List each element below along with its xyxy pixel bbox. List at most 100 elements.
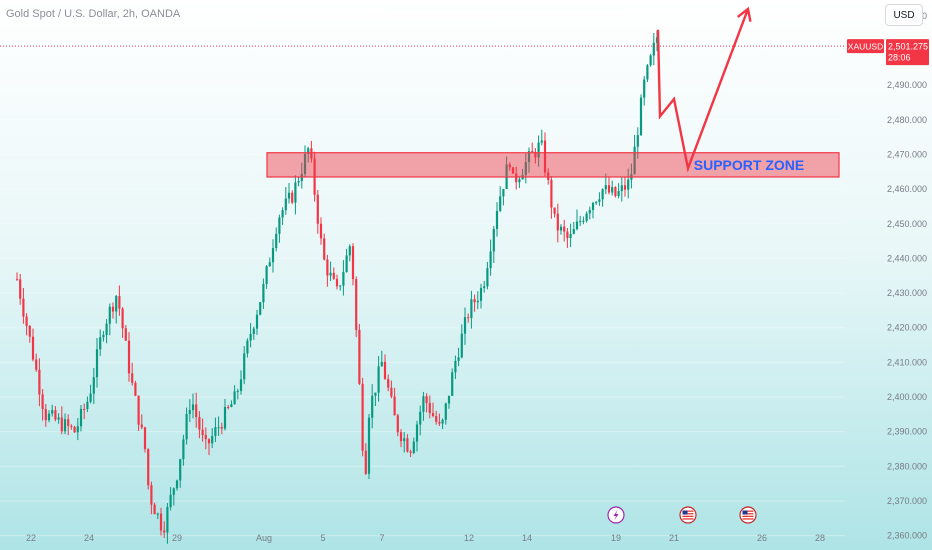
candle [169,494,172,508]
candle [399,432,403,442]
candle [499,196,502,211]
candle [63,419,67,432]
candle [172,488,175,495]
candle [198,417,201,430]
candle [159,513,163,531]
candle [486,268,489,287]
arrowhead-icon [736,6,752,22]
candle [191,404,195,411]
candle [28,325,31,337]
candle [364,450,367,474]
candle [278,217,281,234]
candle [303,153,307,174]
x-tick-label: 14 [522,533,532,543]
currency-unit-button[interactable]: USD [885,4,923,26]
candle [588,209,591,214]
candle [409,451,412,453]
candle [310,148,313,159]
candle [435,416,438,422]
candle [31,336,35,360]
candle [79,408,83,427]
candle [604,185,607,190]
candle [201,429,204,436]
candle [547,172,550,180]
candle [166,507,169,533]
candle [239,379,243,391]
candle [51,410,54,414]
lightning-icon [607,506,625,524]
candle [227,406,230,408]
flag-stripe [742,515,754,517]
candle [265,266,268,285]
us-flag-icon [679,506,697,524]
candle [121,308,124,329]
candle [627,179,630,190]
candle [108,306,111,324]
candle [95,349,99,378]
flag-stripe [742,513,754,515]
candle [559,226,563,231]
candle [134,382,137,396]
support-zone[interactable] [266,152,840,178]
candle [127,340,131,374]
candle [527,151,531,163]
candle [556,213,559,231]
candle [236,390,239,392]
y-tick-label: 2,370.000 [887,496,927,506]
candle [188,410,191,414]
candle [259,302,262,315]
candle [540,140,543,143]
y-tick-label: 2,440.000 [887,253,927,263]
x-tick-label: 21 [669,533,679,543]
projection-path[interactable] [656,8,750,173]
candle [652,42,655,56]
price-axis[interactable]: 2,360.000 2,370.000 2,380.000 2,390.000 2,40… [887,11,927,541]
candle [598,199,601,202]
x-tick-label: 26 [757,533,767,543]
candle [252,328,255,334]
candle [431,413,435,417]
candle [153,504,156,515]
candle [582,220,585,222]
candle [383,361,387,380]
us-flag-icon [739,506,757,524]
candle [473,299,476,303]
candle [147,449,150,486]
candle [339,285,342,287]
flag-canton [682,510,688,515]
candle [131,373,134,383]
lightning-bolt [613,510,619,520]
candle [518,179,521,183]
support-zone-label: SUPPORT ZONE [694,157,804,173]
candle [569,233,572,239]
candle [393,396,396,416]
candle [275,233,278,249]
candle [355,279,358,330]
candle [335,278,339,287]
candle [601,189,604,200]
candle [639,97,643,136]
candle [387,379,390,388]
candle [636,135,639,147]
candle [19,279,22,299]
time-axis[interactable]: 22 24 29 Aug 5 7 12 14 19 21 26 28 [26,533,825,543]
candle [649,55,652,66]
x-tick-label: 22 [26,533,36,543]
candle [67,419,70,426]
candle [457,357,460,361]
flag-stripe [682,515,694,517]
price-tag-box [886,39,929,66]
candle [271,248,275,263]
candle [467,317,470,319]
candle [422,396,425,412]
candle [223,406,227,429]
candle [508,164,511,168]
candle [70,425,73,427]
candle [607,185,611,193]
last-price-tag: XAUUSD 2,501.275 28:06 [847,39,929,66]
candle [345,255,348,272]
candle [563,226,566,232]
flag-stripe [682,510,694,512]
